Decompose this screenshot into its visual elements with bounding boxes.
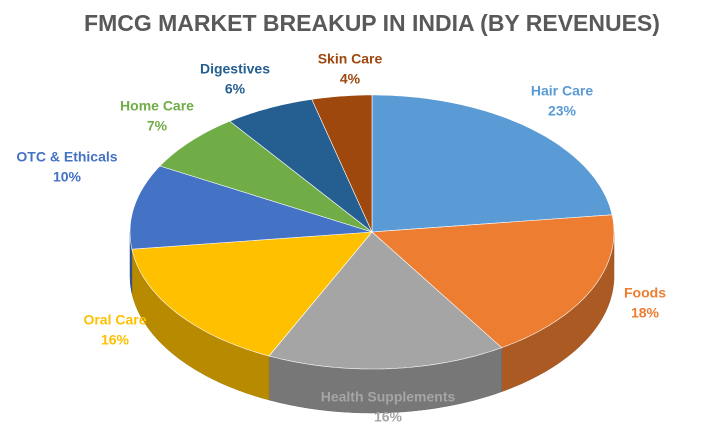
- slice-value-label: 16%: [374, 409, 403, 425]
- slice-value-label: 18%: [631, 305, 660, 321]
- slice-value-label: 7%: [147, 118, 168, 134]
- slice: [371, 214, 615, 349]
- slice-value-label: 16%: [101, 332, 130, 348]
- slice: [311, 94, 373, 233]
- slice-label: Digestives: [200, 61, 270, 77]
- slice-label: Skin Care: [318, 51, 383, 67]
- slice-value-label: 23%: [548, 103, 577, 119]
- slice-label: Oral Care: [83, 312, 146, 328]
- slice-label: OTC & Ethicals: [16, 149, 117, 165]
- slice: [129, 165, 373, 250]
- slice: [131, 231, 373, 357]
- slice-value-label: 10%: [53, 169, 82, 185]
- slice-label: Hair Care: [531, 83, 593, 99]
- chart-title: FMCG MARKET BREAKUP IN INDIA (BY REVENUE…: [84, 10, 660, 36]
- slice: [159, 120, 373, 233]
- slice-value-label: 6%: [225, 81, 246, 97]
- slice: [229, 98, 373, 233]
- slice: [371, 94, 613, 233]
- slice-value-label: 4%: [340, 71, 361, 87]
- slice: [268, 231, 503, 370]
- slice-label: Home Care: [120, 98, 194, 114]
- slice-label: Health Supplements: [321, 389, 456, 405]
- slice-label: Foods: [624, 285, 666, 301]
